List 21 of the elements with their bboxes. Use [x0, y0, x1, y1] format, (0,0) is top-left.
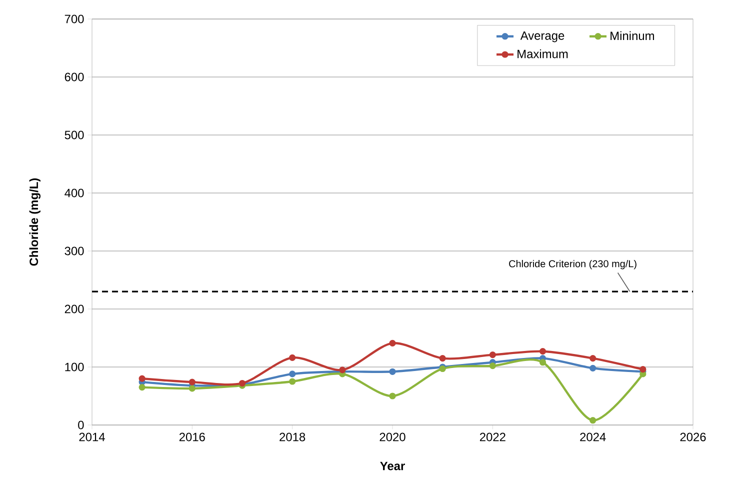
x-tick-label: 2022 [480, 432, 506, 442]
y-tick-label: 700 [64, 14, 84, 24]
x-tick-label: 2026 [680, 432, 706, 442]
x-axis-title: Year [380, 462, 405, 470]
ref-line-label: Chloride Criterion (230 mg/L) [509, 260, 636, 270]
y-tick-label: 300 [64, 246, 84, 256]
x-tick-label: 2018 [280, 432, 306, 442]
x-tick-label: 2014 [79, 432, 105, 442]
y-tick-label: 600 [64, 72, 84, 82]
y-tick-label: 200 [64, 304, 84, 314]
legend-label: Average [520, 32, 564, 42]
y-tick-label: 100 [65, 362, 84, 372]
legend-label: Maximum [518, 49, 568, 58]
y-axis-title: Chloride (mg/L) [29, 178, 40, 266]
x-tick-label: 2020 [380, 432, 406, 442]
x-tick-label: 2016 [179, 432, 205, 442]
y-tick-label: 500 [64, 130, 84, 140]
x-tick-label: 2024 [580, 432, 606, 442]
legend-label: Mininum [610, 31, 654, 40]
y-tick-label: 0 [78, 420, 84, 430]
y-tick-label: 400 [64, 188, 84, 198]
